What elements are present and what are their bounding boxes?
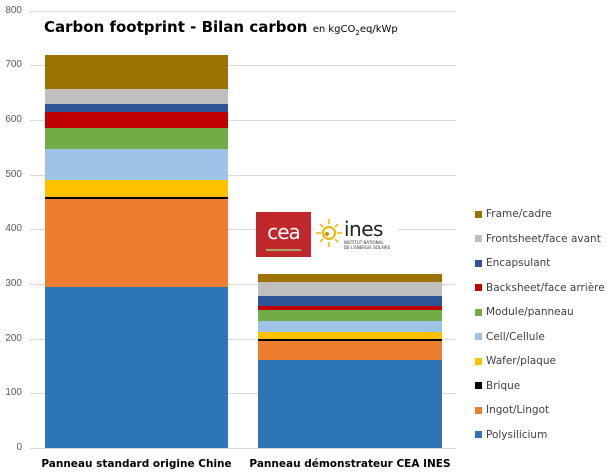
- bar-segment: [258, 321, 442, 333]
- bar-segment: [45, 148, 228, 181]
- legend-label: Backsheet/face arrière: [486, 281, 605, 294]
- y-tick-label: 700: [5, 59, 22, 70]
- gridline: [30, 448, 456, 449]
- gridline: [30, 284, 456, 285]
- legend-label: Polysilicium: [486, 428, 548, 441]
- bar-segment: [258, 332, 442, 340]
- sun-icon: [316, 219, 342, 247]
- y-tick-label: 600: [5, 114, 22, 125]
- chart-title: Carbon footprint - Bilan carbon en kgCO2…: [44, 18, 398, 37]
- cea-logo: cea: [256, 212, 311, 257]
- legend-swatch-icon: [475, 259, 482, 267]
- bar-segment: [45, 128, 228, 149]
- legend-swatch-icon: [475, 284, 482, 291]
- legend-item: Wafer/plaque: [475, 354, 556, 368]
- gridline: [30, 65, 456, 66]
- bar-segment: [45, 199, 228, 288]
- gridline: [30, 175, 456, 176]
- legend-item: Encapsulant: [475, 256, 550, 270]
- legend-item: Brique: [475, 379, 520, 393]
- legend-label: Module/panneau: [486, 306, 574, 318]
- y-tick-label: 500: [5, 169, 22, 180]
- legend-item: Backsheet/face arrière: [475, 281, 605, 295]
- x-category-label: Panneau démonstrateur CEA INES: [249, 458, 451, 470]
- ines-logo: ines INSTITUT NATIONAL DE L'ENERGIE SOLAI…: [314, 212, 398, 254]
- legend-item: Polysilicium: [475, 428, 547, 442]
- y-tick-label: 0: [16, 442, 22, 453]
- bar-segment: [258, 339, 442, 341]
- legend-label: Cell/Cellule: [486, 330, 545, 343]
- x-category-label: Panneau standard origine Chine: [41, 458, 232, 470]
- legend-label: Frontsheet/face avant: [486, 232, 601, 245]
- bar-segment: [45, 88, 228, 105]
- legend-item: Module/panneau: [475, 305, 574, 319]
- legend-item: Cell/Cellule: [475, 330, 545, 344]
- chart-title-unit: en kgCO2eq/kWp: [312, 24, 398, 37]
- gridline: [30, 11, 456, 12]
- y-tick-label: 200: [5, 333, 22, 344]
- bar-segment: [258, 305, 442, 311]
- bar-2: [258, 0, 442, 476]
- legend-swatch-icon: [475, 406, 482, 414]
- legend-label: Frame/cadre: [486, 208, 552, 220]
- bar-segment: [258, 296, 442, 306]
- bar-segment: [258, 274, 442, 282]
- bar-segment: [258, 281, 442, 296]
- gridline: [30, 339, 456, 340]
- legend-swatch-icon: [475, 333, 482, 340]
- legend-label: Ingot/Lingot: [486, 404, 550, 416]
- bar-segment: [45, 180, 228, 198]
- legend-swatch-icon: [475, 210, 482, 218]
- legend-swatch-icon: [475, 382, 482, 389]
- bar-segment: [45, 54, 228, 89]
- bar-segment: [258, 340, 442, 360]
- bar-segment: [258, 359, 442, 448]
- y-tick-label: 300: [5, 278, 22, 289]
- y-tick-label: 800: [5, 5, 22, 16]
- bar-segment: [258, 310, 442, 322]
- chart-title-main: Carbon footprint - Bilan carbon: [44, 18, 308, 36]
- legend-item: Ingot/Lingot: [475, 403, 549, 417]
- legend-swatch-icon: [475, 357, 482, 365]
- bar-segment: [45, 104, 228, 112]
- gridline: [30, 393, 456, 394]
- legend-swatch-icon: [475, 308, 482, 316]
- legend-label: Encapsulant: [486, 257, 551, 269]
- legend-item: Frame/cadre: [475, 207, 552, 221]
- y-tick-label: 100: [5, 387, 22, 398]
- bar-segment: [45, 197, 228, 200]
- legend-label: Brique: [486, 379, 521, 392]
- legend-item: Frontsheet/face avant: [475, 232, 601, 246]
- bar-1: [45, 0, 228, 476]
- bar-segment: [45, 287, 228, 448]
- gridline: [30, 120, 456, 121]
- bar-segment: [45, 111, 228, 129]
- legend-swatch-icon: [475, 235, 482, 242]
- legend-swatch-icon: [475, 431, 482, 438]
- y-tick-label: 400: [5, 223, 22, 234]
- gridline: [30, 229, 456, 230]
- legend-label: Wafer/plaque: [486, 355, 556, 367]
